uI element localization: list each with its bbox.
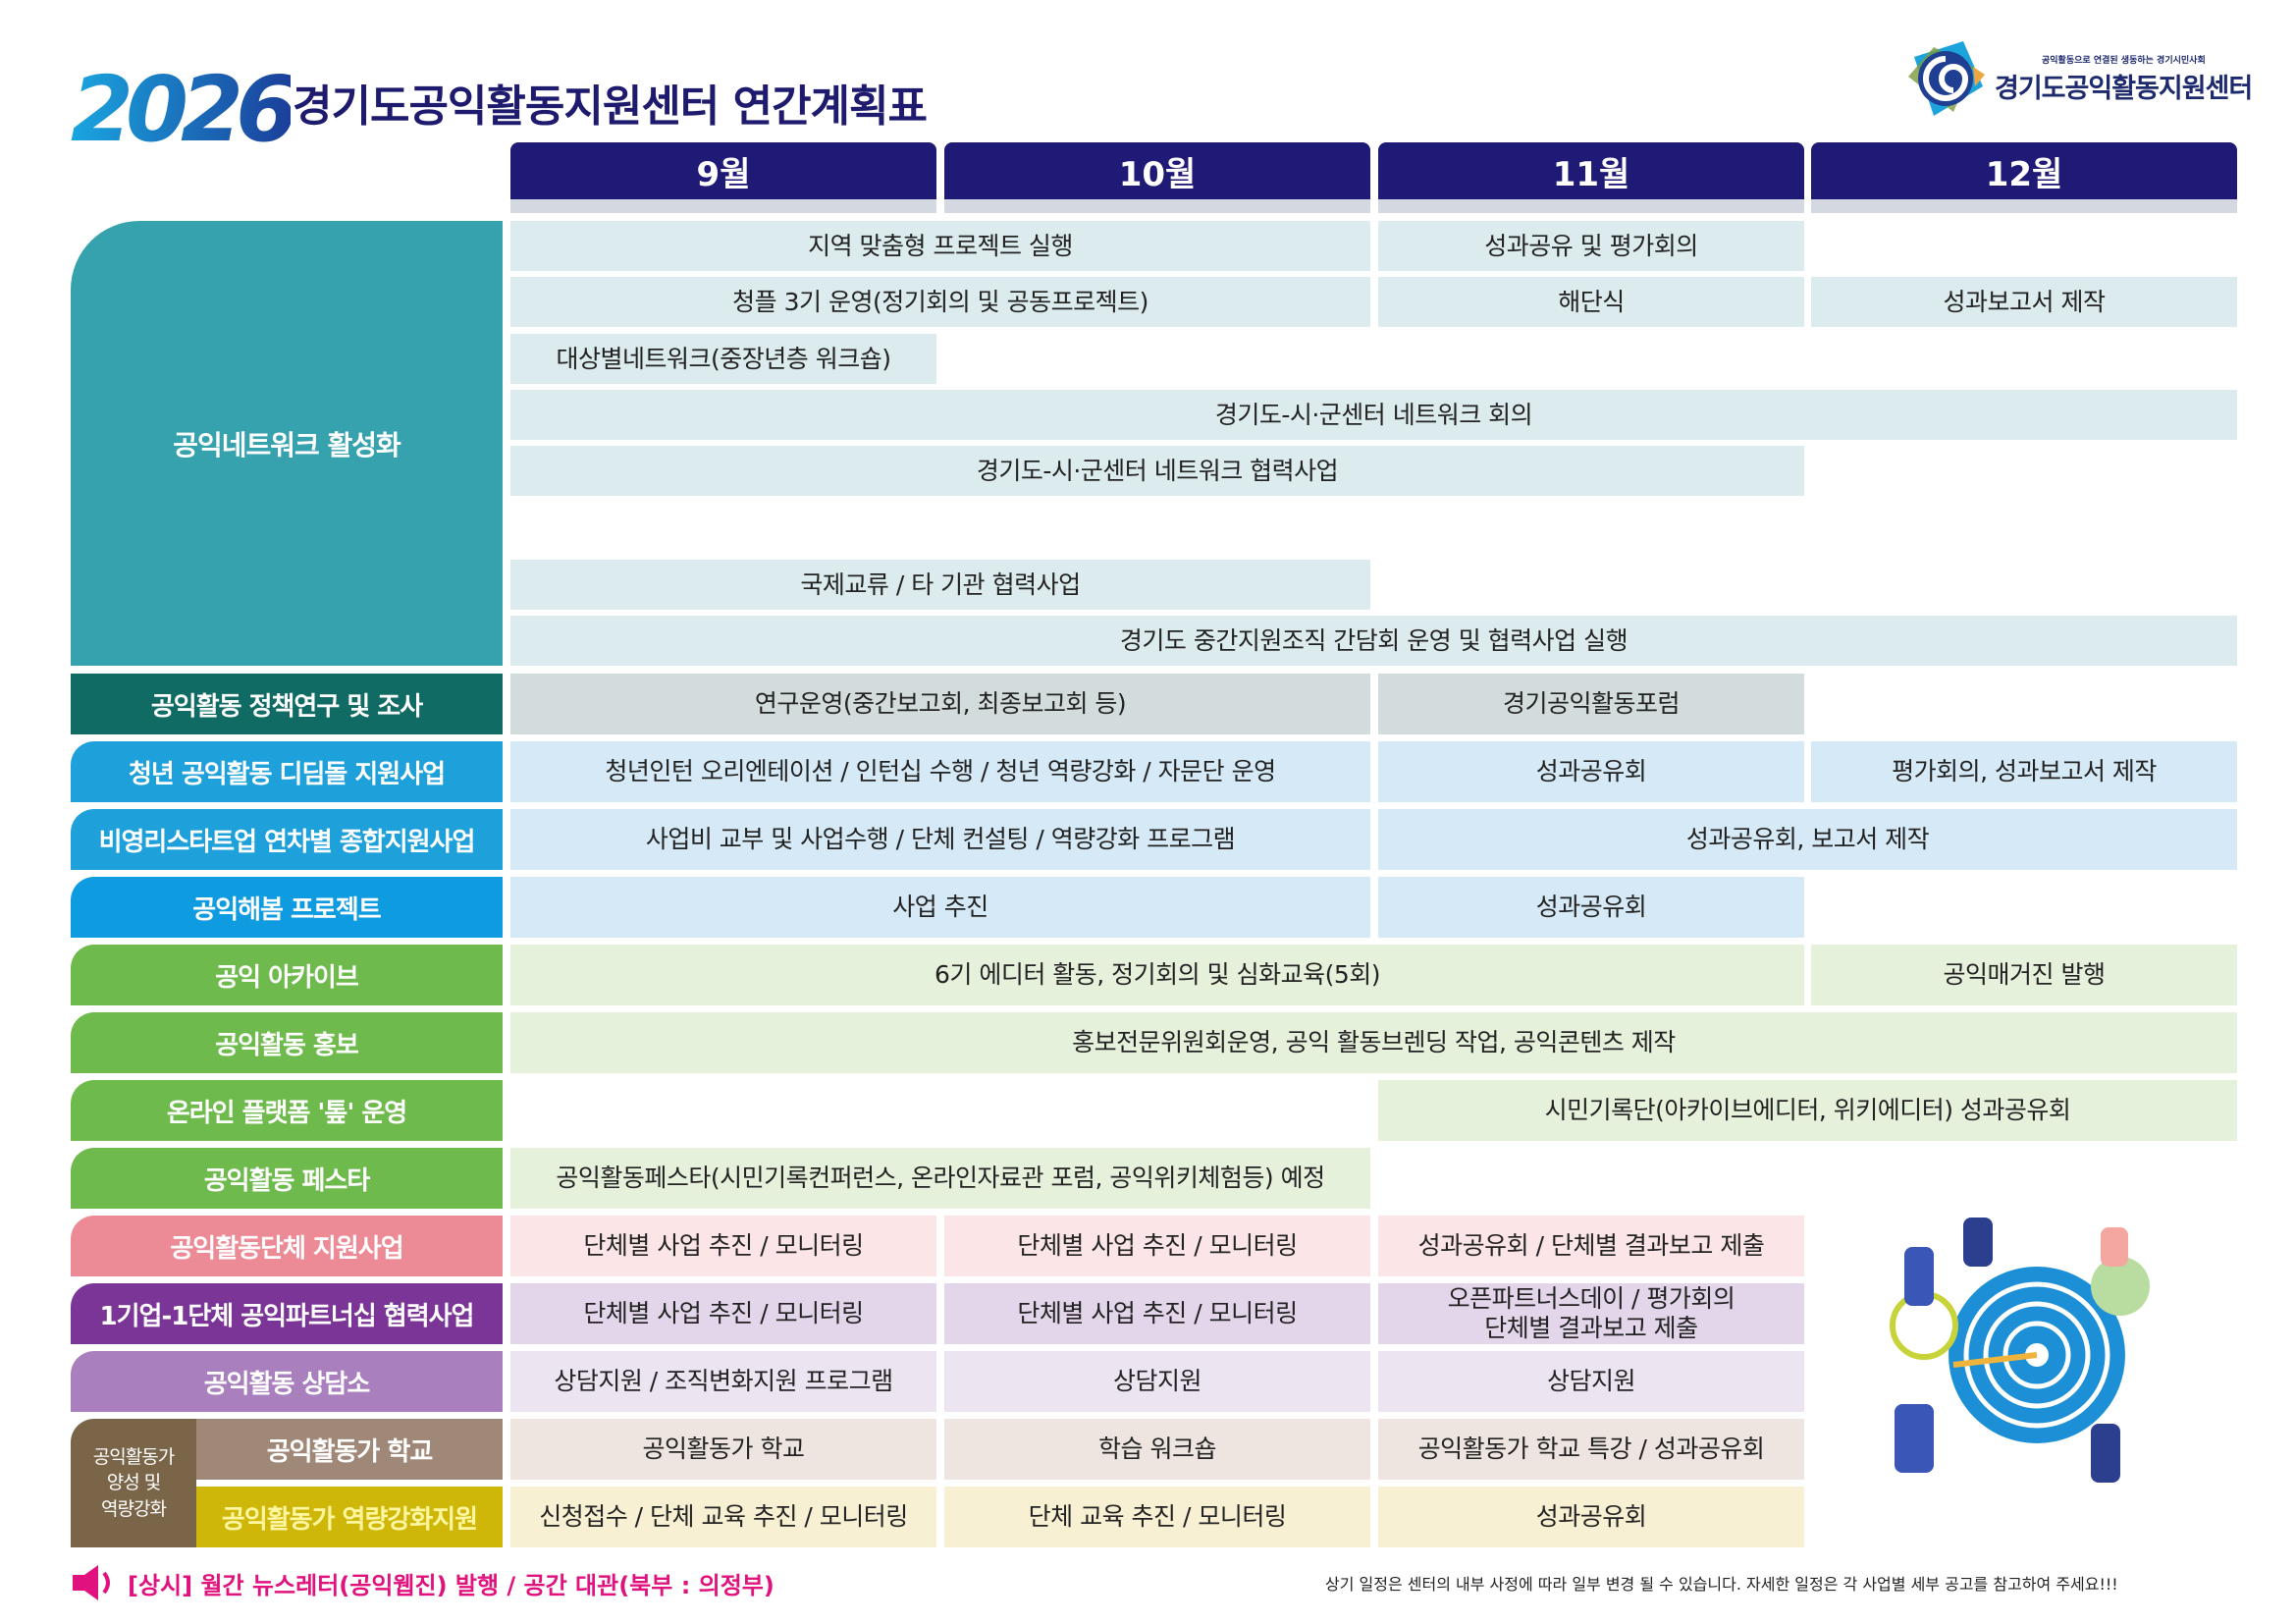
schedule-cell: 성과공유회 / 단체별 결과보고 제출	[1378, 1216, 1804, 1276]
program-label: 공익 아카이브	[71, 945, 503, 1005]
section-label-network: 공익네트워크 활성화	[71, 221, 503, 666]
illustration	[1890, 1218, 2150, 1483]
month-header: 10월	[944, 142, 1370, 199]
schedule-cell: 공익매거진 발행	[1811, 945, 2237, 1005]
schedule-cell: 신청접수 / 단체 교육 추진 / 모니터링	[510, 1487, 936, 1547]
schedule-cell: 경기도-시·군센터 네트워크 회의	[510, 390, 2237, 440]
group-label: 공익활동가 양성 및 역량강화	[71, 1419, 196, 1547]
schedule-cell: 공익활동가 학교	[510, 1419, 936, 1480]
program-label: 공익활동단체 지원사업	[71, 1216, 503, 1276]
schedule-cell: 경기도 중간지원조직 간담회 운영 및 협력사업 실행	[510, 616, 2237, 666]
schedule-cell: 청년인턴 오리엔테이션 / 인턴십 수행 / 청년 역량강화 / 자문단 운영	[510, 741, 1370, 802]
month-header-strip	[944, 199, 1370, 213]
schedule-cell: 상담지원	[1378, 1351, 1804, 1412]
program-label: 공익활동 홍보	[71, 1012, 503, 1073]
schedule-cell: 시민기록단(아카이브에디터, 위키에디터) 성과공유회	[1378, 1080, 2237, 1141]
schedule-cell: 국제교류 / 타 기관 협력사업	[510, 560, 1370, 610]
schedule-cell: 성과보고서 제작	[1811, 277, 2237, 327]
month-header: 9월	[510, 142, 936, 199]
page-title: 경기도공익활동지원센터 연간계획표	[293, 81, 928, 132]
schedule-cell: 6기 에디터 활동, 정기회의 및 심화교육(5회)	[510, 945, 1804, 1005]
schedule-cell: 성과공유회, 보고서 제작	[1378, 809, 2237, 870]
schedule-cell: 단체별 사업 추진 / 모니터링	[944, 1283, 1370, 1344]
month-header-strip	[1378, 199, 1804, 213]
program-label: 공익활동가 역량강화지원	[196, 1487, 503, 1547]
month-header-strip	[510, 199, 936, 213]
center-logo: 공익활동으로 연결된 생동하는 경기시민사회 경기도공익활동지원센터	[1904, 37, 2253, 116]
schedule-cell: 성과공유회	[1378, 1487, 1804, 1547]
notice: [상시] 월간 뉴스레터(공익웹진) 발행 / 공간 대관(북부 : 의정부)	[71, 1563, 774, 1602]
schedule-cell: 대상별네트워크(중장년층 워크숍)	[510, 334, 936, 384]
program-label: 공익활동 정책연구 및 조사	[71, 674, 503, 734]
program-label: 공익활동 페스타	[71, 1148, 503, 1209]
schedule-cell: 사업 추진	[510, 877, 1370, 938]
schedule-cell: 해단식	[1378, 277, 1804, 327]
schedule-cell: 단체 교육 추진 / 모니터링	[944, 1487, 1370, 1547]
schedule-cell: 공익활동가 학교 특강 / 성과공유회	[1378, 1419, 1804, 1480]
schedule-cell: 공익활동페스타(시민기록컨퍼런스, 온라인자료관 포럼, 공익위키체험등) 예정	[510, 1148, 1370, 1209]
logo-name: 경기도공익활동지원센터	[1995, 74, 2253, 104]
schedule-cell: 홍보전문위원회운영, 공익 활동브렌딩 작업, 공익콘텐츠 제작	[510, 1012, 2237, 1073]
program-label: 공익활동가 학교	[196, 1419, 503, 1480]
year-logo: 2026	[71, 57, 298, 162]
month-header: 12월	[1811, 142, 2237, 199]
speaker-icon	[73, 1565, 110, 1600]
schedule-cell: 연구운영(중간보고회, 최종보고회 등)	[510, 674, 1370, 734]
schedule-cell: 성과공유회	[1378, 741, 1804, 802]
notice-text: [상시] 월간 뉴스레터(공익웹진) 발행 / 공간 대관(북부 : 의정부)	[128, 1571, 774, 1599]
schedule-cell: 단체별 사업 추진 / 모니터링	[510, 1283, 936, 1344]
month-header-strip	[1811, 199, 2237, 213]
program-label: 온라인 플랫폼 '톺' 운영	[71, 1080, 503, 1141]
program-label: 청년 공익활동 디딤돌 지원사업	[71, 741, 503, 802]
schedule-cell: 사업비 교부 및 사업수행 / 단체 컨설팅 / 역량강화 프로그램	[510, 809, 1370, 870]
disclaimer: 상기 일정은 센터의 내부 사정에 따라 일부 변경 될 수 있습니다. 자세한…	[1325, 1575, 2118, 1594]
schedule-cell: 학습 워크숍	[944, 1419, 1370, 1480]
program-label: 공익활동 상담소	[71, 1351, 503, 1412]
program-label: 공익해봄 프로젝트	[71, 877, 503, 938]
schedule-cell: 성과공유 및 평가회의	[1378, 221, 1804, 271]
schedule-cell: 오픈파트너스데이 / 평가회의 단체별 결과보고 제출	[1378, 1283, 1804, 1344]
logo-tagline: 공익활동으로 연결된 생동하는 경기시민사회	[2042, 56, 2206, 66]
schedule-cell: 평가회의, 성과보고서 제작	[1811, 741, 2237, 802]
month-header: 11월	[1378, 142, 1804, 199]
center-logo-icon	[1908, 41, 1985, 116]
schedule-cell: 단체별 사업 추진 / 모니터링	[944, 1216, 1370, 1276]
program-label: 비영리스타트업 연차별 종합지원사업	[71, 809, 503, 870]
program-label: 1기업-1단체 공익파트너십 협력사업	[71, 1283, 503, 1344]
schedule-cell: 청플 3기 운영(정기회의 및 공동프로젝트)	[510, 277, 1370, 327]
schedule-cell: 성과공유회	[1378, 877, 1804, 938]
schedule-cell: 단체별 사업 추진 / 모니터링	[510, 1216, 936, 1276]
schedule-cell: 상담지원 / 조직변화지원 프로그램	[510, 1351, 936, 1412]
schedule-cell: 지역 맞춤형 프로젝트 실행	[510, 221, 1370, 271]
schedule-cell: 경기공익활동포럼	[1378, 674, 1804, 734]
schedule-cell: 상담지원	[944, 1351, 1370, 1412]
schedule-cell: 경기도-시·군센터 네트워크 협력사업	[510, 446, 1804, 496]
